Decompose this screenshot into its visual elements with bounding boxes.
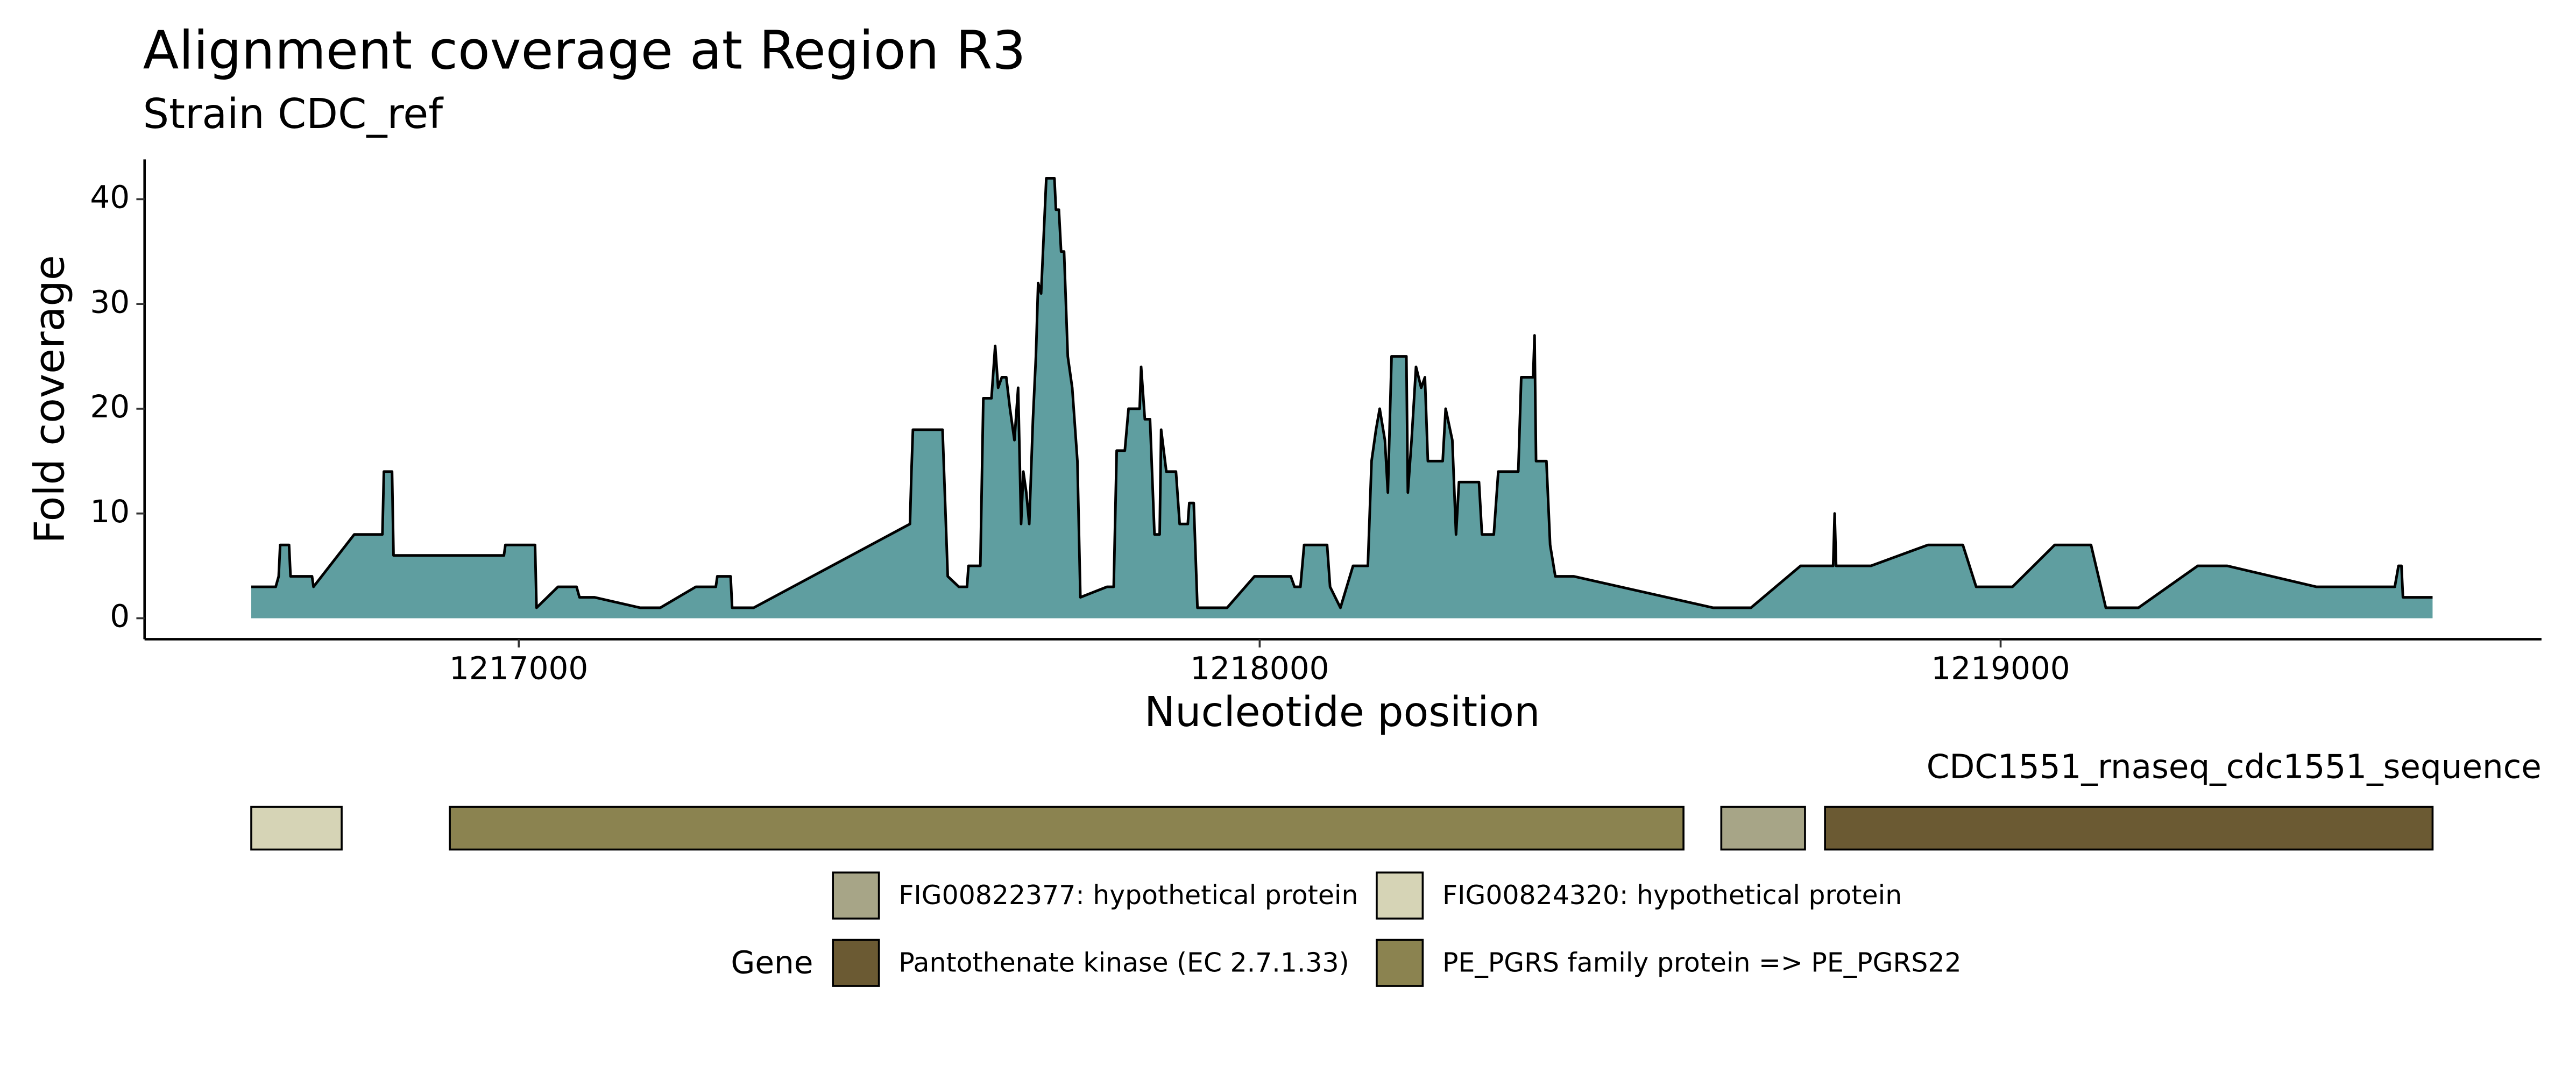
- legend-label: FIG00824320: hypothetical protein: [1442, 880, 1902, 911]
- legend-label: FIG00822377: hypothetical protein: [898, 880, 1358, 911]
- y-tick-label: 40: [90, 179, 130, 215]
- legend-title: Gene: [731, 944, 813, 980]
- x-axis-title: Nucleotide position: [1144, 688, 1540, 736]
- gene-bar: [1720, 806, 1806, 851]
- gene-bar: [250, 806, 343, 851]
- gene-bar: [449, 806, 1685, 851]
- legend-label: Pantothenate kinase (EC 2.7.1.33): [898, 947, 1349, 978]
- y-tick-label: 10: [90, 493, 130, 530]
- y-tick-label: 0: [110, 598, 130, 635]
- area-fill: [251, 178, 2433, 619]
- coverage-line: [251, 176, 2433, 609]
- legend-key: [1376, 871, 1424, 920]
- y-tick-label: 30: [90, 283, 130, 320]
- track-label: CDC1551_rnaseq_cdc1551_sequence: [1927, 748, 2542, 786]
- legend-key: [832, 939, 880, 987]
- legend-label: PE_PGRS family protein => PE_PGRS22: [1442, 947, 1962, 978]
- chart-subtitle: Strain CDC_ref: [143, 90, 444, 138]
- y-axis-title: Fold coverage: [26, 255, 74, 543]
- gene-bar: [1824, 806, 2434, 851]
- x-tick-label: 1219000: [1931, 650, 2070, 687]
- y-tick-label: 20: [90, 388, 130, 425]
- x-tick-label: 1218000: [1190, 650, 1329, 687]
- chart-title: Alignment coverage at Region R3: [143, 20, 1026, 82]
- x-tick-label: 1217000: [449, 650, 588, 687]
- legend-key: [832, 871, 880, 920]
- legend-key: [1376, 939, 1424, 987]
